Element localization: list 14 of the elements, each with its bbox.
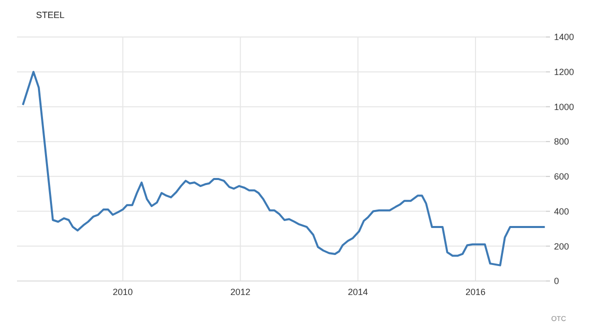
y-tick-label: 800: [554, 136, 570, 147]
line-series: [22, 70, 546, 266]
y-tick-label: 600: [554, 172, 570, 182]
x-tick-label: 2010: [112, 287, 133, 297]
y-tick-label: 1200: [554, 67, 574, 78]
y-tick-label: 200: [554, 241, 570, 252]
y-tick-label: 0: [554, 276, 560, 286]
y-tick-label: 1400: [554, 32, 574, 42]
chart-title: STEEL: [36, 10, 65, 20]
x-tick-label: 2012: [230, 287, 250, 297]
x-tick-label: 2014: [348, 287, 368, 297]
y-tick-label: 1000: [554, 102, 574, 112]
y-tick-label: 400: [554, 206, 570, 216]
x-tick-label: 2016: [465, 287, 486, 297]
